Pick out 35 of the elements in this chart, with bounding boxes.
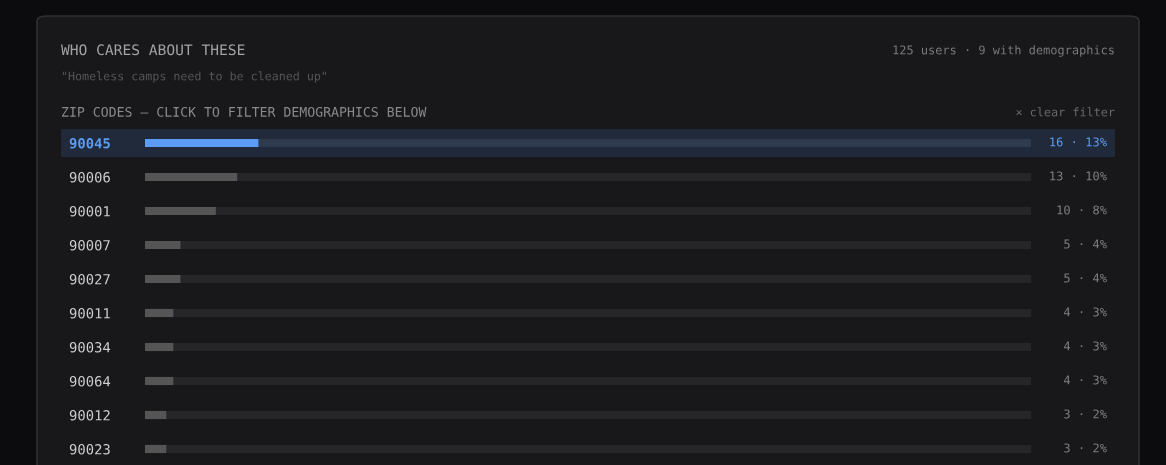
- y-tick-label: 90012: [69, 410, 110, 421]
- y-tick-label: 90034: [69, 342, 111, 353]
- y-tick-label: 90007: [69, 240, 110, 251]
- y-tick-label: 90023: [69, 444, 110, 455]
- data-label: 4 · 3%: [1063, 375, 1107, 385]
- y-tick-label: 90001: [69, 206, 110, 217]
- text: × clear filter: [1016, 107, 1115, 117]
- data-label: 3 · 2%: [1064, 409, 1107, 419]
- chart-subtitle: "Homeless camps need to be cleaned up": [62, 71, 326, 83]
- y-tick-label: 90027: [69, 274, 110, 285]
- data-label: 4 · 3%: [1063, 341, 1107, 351]
- data-label: 16 · 13%: [1050, 137, 1107, 147]
- data-label: 3 · 2%: [1064, 443, 1107, 453]
- bar: [145, 410, 167, 420]
- data-label: 10 · 8%: [1057, 205, 1107, 215]
- data-label: 13 · 10%: [1050, 171, 1107, 181]
- bar: [145, 172, 238, 182]
- bar: [145, 444, 167, 454]
- data-label: 4 · 3%: [1063, 307, 1107, 317]
- y-tick-label: 90006: [69, 172, 110, 183]
- bar: [145, 138, 259, 148]
- data-label: 5 · 4%: [1064, 239, 1107, 249]
- bar: [145, 206, 216, 216]
- bar: [145, 308, 174, 318]
- y-tick-label: 90045: [69, 137, 110, 149]
- chart-title: WHO CARES ABOUT THESE: [61, 44, 245, 56]
- bar: [145, 342, 174, 352]
- y-tick-label: 90064: [69, 376, 111, 387]
- text: 125 users · 9 with demographics: [893, 45, 1114, 57]
- data-label: 5 · 4%: [1064, 273, 1107, 283]
- bar: [145, 274, 181, 284]
- bar: [145, 376, 174, 386]
- bar: [145, 240, 181, 250]
- y-tick-label: 90011: [69, 308, 110, 319]
- text: ZIP CODES — CLICK TO FILTER DEMOGRAPHICS BELOW: [62, 106, 427, 117]
